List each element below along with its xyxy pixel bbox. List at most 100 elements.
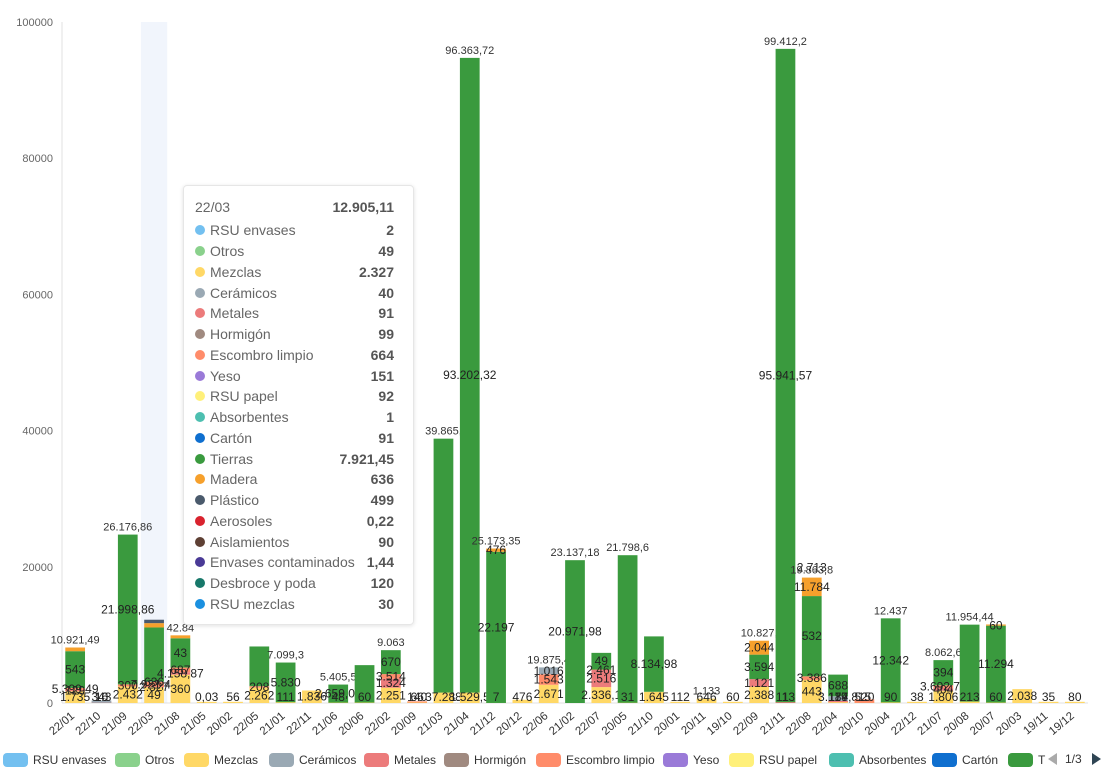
tooltip-rows: RSU envases 2 Otros 49 Mezclas 2.327 Cerámicos… [184,220,413,614]
x-category-label: 20/09 [389,710,419,738]
tooltip-row: Escombro limpio 664 [184,345,413,366]
x-category-label: 20/10 [837,710,867,738]
legend-item[interactable]: Yeso [663,753,719,767]
tooltip-row-name: Cerámicos [210,284,277,301]
legend-label: Absorbentes [859,753,927,767]
legend-prev-icon[interactable] [1048,753,1057,765]
legend-item[interactable]: Hormigón [444,753,526,767]
segment-value-label: 688 [828,678,848,692]
bar-segment [828,700,848,703]
bar-segment [354,665,375,703]
segment-value-label: 49 [147,688,161,702]
segment-value-label: 394 [933,666,953,680]
bar-segment [65,691,86,703]
segment-value-label: 1.324 [376,676,406,690]
legend-next-icon[interactable] [1091,753,1101,765]
bar-segment [459,57,480,693]
bar-segment [144,682,164,687]
legend-label: RSU papel [759,753,818,767]
segment-value-label: 213 [960,690,980,704]
bar-segment [801,596,822,677]
bar-segment [486,551,506,703]
x-category-label: 21/08 [153,710,183,738]
segment-value-label: 7 [493,690,500,704]
tooltip-row: Aerosoles 0,22 [184,511,413,532]
legend-item[interactable]: T [1008,753,1045,767]
segment-value-label: 60 [726,690,740,704]
legend-pager: 1/3 [1048,752,1101,766]
legend-item[interactable]: Cartón [932,753,998,767]
segment-value-label: 2.432 [113,688,143,702]
bar-segment [749,686,770,703]
segment-value-label: 1 [782,690,789,704]
segment-value-label: 2.713 [797,561,827,575]
tooltip-row-name: Madera [210,471,258,488]
bar-total-label: 23.137,18 [551,547,600,559]
tooltip-row-value: 91 [378,305,394,322]
legend-item[interactable]: Escombro limpio [536,753,655,767]
bar-total-label: 7.099,3 [267,650,304,662]
series-dot-icon [195,287,205,298]
legend-label: Hormigón [474,753,527,767]
segment-value-label: 2.336,1 [581,688,621,702]
legend-swatch-icon [1008,753,1033,767]
legend-item[interactable]: RSU papel [729,753,817,767]
segment-value-label: 11.294 [978,657,1014,671]
tooltip-row: RSU mezclas 30 [184,594,413,615]
bar-segment [538,684,559,703]
legend-item[interactable]: Mezclas [184,753,258,767]
legend-swatch-icon [269,753,294,767]
segment-value-label: 1.529,5 [450,690,490,704]
bar-segment [722,701,743,703]
series-dot-icon [195,349,205,360]
x-category-label: 22/09 [731,710,761,738]
y-tick-label: 40000 [22,426,53,438]
x-category-label: 22/04 [810,710,840,738]
x-category-label: 21/06 [310,710,340,738]
legend-swatch-icon [364,753,389,767]
bar-segment [65,647,86,652]
segment-value-label: 3.692,79 [920,680,967,694]
bar-segment [275,701,296,703]
legend-label: Metales [394,753,437,767]
bar-segment [144,619,164,624]
tooltip-row-value: 30 [378,595,394,612]
bar-segment [275,662,296,703]
tooltip-row-name: Tierras [210,450,254,467]
x-category-label: 22/12 [889,710,919,738]
bar-segment [380,687,401,703]
legend-label: Mezclas [214,753,259,767]
bar-segment [538,667,559,675]
bar-segment [986,625,1006,703]
tooltip-row-name: Aerosoles [210,512,273,529]
bar-segment [117,534,138,685]
bar-segment [538,674,559,685]
segment-value-label: 687 [170,663,190,677]
bar-total-label: 5.405,5 [320,672,357,684]
bar-total-label: 9.063 [377,637,405,649]
legend-item[interactable]: Otros [115,753,174,767]
series-dot-icon [195,225,205,236]
legend-item[interactable]: Absorbentes [829,753,926,767]
x-category-label: 20/07 [968,710,998,738]
legend-item[interactable]: RSU envases [3,753,106,767]
y-tick-label: 0 [47,698,53,710]
bar-total-label: 19.863,8 [790,565,833,577]
bar-segment [196,701,217,703]
highlight-band [140,22,168,703]
x-category-label: 21/01 [258,710,288,738]
x-category-label: 19/11 [1021,710,1050,737]
tooltip-row: Mezclas 2.327 [184,262,413,283]
segment-value-label: 2.516 [586,672,616,686]
segment-value-label: 4.158,87 [157,666,204,680]
legend-item[interactable]: Cerámicos [269,753,356,767]
segment-value-label: 2.327 [139,680,169,694]
x-category-label: 20/03 [994,710,1024,738]
legend-swatch-icon [444,753,469,767]
legend-item[interactable]: Metales [364,753,436,767]
segment-value-label: 90 [884,690,898,704]
x-category-label: 22/02 [363,710,393,738]
chart-tooltip: 22/03 12.905,11 RSU envases 2 Otros 49 Mezcl… [183,185,414,625]
legend-swatch-icon [184,753,209,767]
tooltip-row-value: 99 [378,326,394,343]
